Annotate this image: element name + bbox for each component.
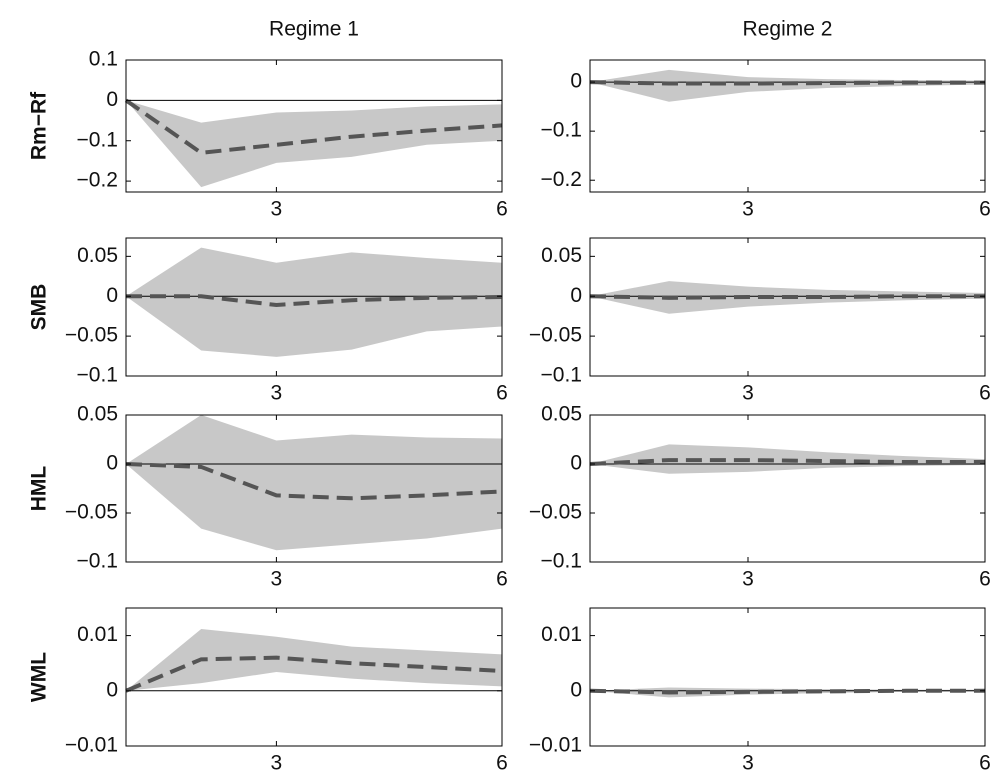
y-tick-label: 0.05 (77, 403, 118, 426)
confidence-band (126, 415, 502, 551)
y-tick-label: −0.05 (529, 501, 582, 524)
plot-frame (589, 237, 986, 377)
x-tick-label: 3 (271, 198, 283, 221)
x-tick-label: 3 (271, 568, 283, 591)
y-tick-label: −0.05 (65, 501, 118, 524)
y-tick-label: 0.05 (541, 403, 582, 426)
row-label: WML (28, 652, 51, 702)
row-label: SMB (28, 284, 51, 331)
y-tick-label: −0.2 (77, 169, 118, 192)
x-tick-label: 3 (742, 752, 754, 775)
median-line (589, 80, 985, 86)
x-tick-label: 3 (271, 382, 283, 405)
row-label: Rm−Rf (28, 91, 51, 160)
plot-frame (589, 607, 986, 747)
y-tick-label: −0.1 (77, 128, 118, 151)
x-tick-label: 3 (271, 752, 283, 775)
y-tick-label: 0 (106, 284, 118, 307)
plot-frame (125, 414, 503, 563)
column-title: Regime 2 (743, 18, 833, 41)
y-tick-label: −0.2 (541, 168, 582, 191)
y-tick-label: 0.1 (89, 48, 118, 71)
x-tick-label: 6 (979, 568, 991, 591)
confidence-band (126, 247, 502, 357)
x-tick-label: 6 (496, 198, 508, 221)
median-line (589, 294, 985, 300)
y-tick-label: 0.05 (541, 244, 582, 267)
plot-frame (589, 414, 986, 563)
y-tick-label: 0 (106, 88, 118, 111)
x-tick-label: 6 (979, 198, 991, 221)
column-title: Regime 1 (269, 18, 359, 41)
plot-frame (125, 607, 503, 747)
confidence-band (126, 100, 502, 188)
x-tick-label: 6 (496, 568, 508, 591)
x-tick-label: 6 (979, 382, 991, 405)
row-label: HML (28, 466, 51, 512)
y-tick-label: −0.05 (529, 324, 582, 347)
median-line (125, 462, 503, 501)
plot-frame (125, 59, 503, 193)
median-line (125, 655, 503, 693)
y-tick-label: 0.05 (77, 244, 118, 267)
y-tick-label: 0 (106, 452, 118, 475)
y-tick-label: −0.01 (65, 734, 118, 757)
median-line (126, 294, 503, 308)
y-tick-label: 0 (570, 70, 582, 93)
y-tick-label: −0.1 (541, 119, 582, 142)
y-tick-label: −0.05 (65, 324, 118, 347)
median-line (124, 98, 503, 155)
y-tick-label: 0 (570, 284, 582, 307)
y-tick-label: −0.01 (529, 734, 582, 757)
confidence-band (590, 69, 985, 102)
x-tick-label: 3 (742, 382, 754, 405)
y-tick-label: −0.1 (77, 550, 118, 573)
median-line (589, 458, 985, 466)
y-tick-label: 0 (570, 452, 582, 475)
median-line (589, 688, 985, 695)
x-tick-label: 6 (496, 382, 508, 405)
x-tick-label: 6 (979, 752, 991, 775)
y-tick-label: −0.1 (541, 364, 582, 387)
y-tick-label: −0.1 (77, 364, 118, 387)
y-tick-label: 0.01 (541, 623, 582, 646)
x-tick-label: 3 (742, 198, 754, 221)
y-tick-label: 0 (570, 678, 582, 701)
y-tick-label: −0.1 (541, 550, 582, 573)
plot-frame (589, 59, 986, 193)
plot-frame (125, 237, 503, 377)
y-tick-label: 0 (106, 678, 118, 701)
y-tick-label: 0.01 (77, 623, 118, 646)
x-tick-label: 3 (742, 568, 754, 591)
x-tick-label: 6 (496, 752, 508, 775)
